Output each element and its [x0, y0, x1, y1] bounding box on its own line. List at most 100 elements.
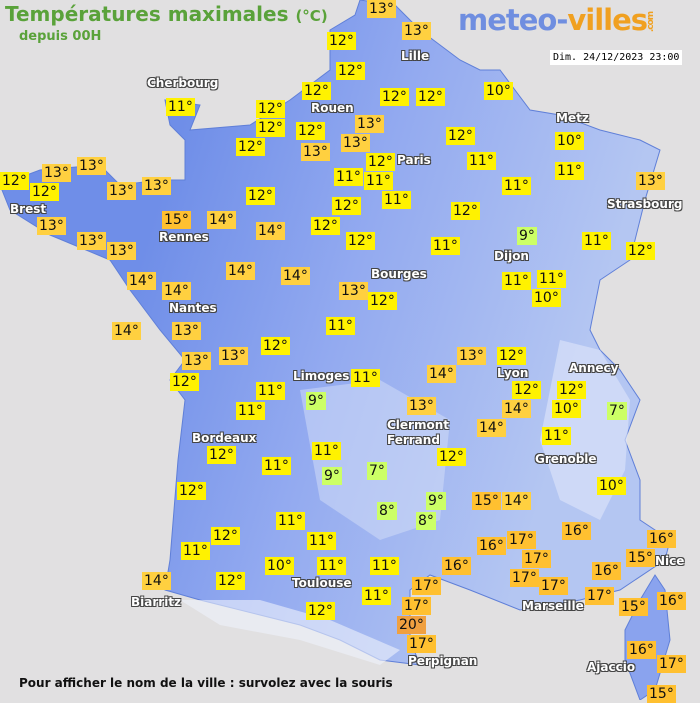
temperature-label[interactable]: 14°	[142, 572, 171, 590]
temperature-label[interactable]: 11°	[362, 587, 391, 605]
temperature-label[interactable]: 12°	[296, 122, 325, 140]
temperature-label[interactable]: 11°	[276, 512, 305, 530]
temperature-label[interactable]: 8°	[416, 512, 436, 530]
temperature-label[interactable]: 10°	[597, 477, 626, 495]
temperature-label[interactable]: 14°	[226, 262, 255, 280]
temperature-label[interactable]: 11°	[502, 272, 531, 290]
temperature-label[interactable]: 12°	[211, 527, 240, 545]
temperature-label[interactable]: 11°	[502, 177, 531, 195]
temperature-label[interactable]: 12°	[236, 138, 265, 156]
temperature-label[interactable]: 11°	[370, 557, 399, 575]
temperature-label[interactable]: 17°	[585, 587, 614, 605]
temperature-label[interactable]: 14°	[127, 272, 156, 290]
temperature-label[interactable]: 13°	[339, 282, 368, 300]
temperature-label[interactable]: 13°	[402, 22, 431, 40]
temperature-label[interactable]: 12°	[497, 347, 526, 365]
temperature-label[interactable]: 13°	[367, 0, 396, 18]
temperature-label[interactable]: 13°	[341, 134, 370, 152]
temperature-label[interactable]: 11°	[431, 237, 460, 255]
temperature-label[interactable]: 15°	[647, 685, 676, 703]
temperature-label[interactable]: 10°	[484, 82, 513, 100]
temperature-label[interactable]: 9°	[306, 392, 326, 410]
temperature-label[interactable]: 12°	[216, 572, 245, 590]
temperature-label[interactable]: 12°	[446, 127, 475, 145]
temperature-label[interactable]: 12°	[302, 82, 331, 100]
temperature-label[interactable]: 13°	[37, 217, 66, 235]
temperature-label[interactable]: 12°	[437, 448, 466, 466]
temperature-label[interactable]: 13°	[42, 164, 71, 182]
temperature-label[interactable]: 15°	[619, 598, 648, 616]
temperature-label[interactable]: 12°	[311, 217, 340, 235]
temperature-label[interactable]: 11°	[467, 152, 496, 170]
temperature-label[interactable]: 11°	[582, 232, 611, 250]
temperature-label[interactable]: 10°	[532, 289, 561, 307]
temperature-label[interactable]: 13°	[77, 232, 106, 250]
temperature-label[interactable]: 9°	[322, 467, 342, 485]
temperature-label[interactable]: 13°	[636, 172, 665, 190]
temperature-label[interactable]: 12°	[261, 337, 290, 355]
temperature-label[interactable]: 11°	[262, 457, 291, 475]
temperature-label[interactable]: 11°	[364, 172, 393, 190]
temperature-label[interactable]: 11°	[537, 270, 566, 288]
temperature-label[interactable]: 15°	[472, 492, 501, 510]
temperature-label[interactable]: 14°	[162, 282, 191, 300]
temperature-label[interactable]: 11°	[382, 191, 411, 209]
temperature-label[interactable]: 11°	[542, 427, 571, 445]
temperature-label[interactable]: 16°	[442, 557, 471, 575]
temperature-label[interactable]: 17°	[402, 597, 431, 615]
temperature-label[interactable]: 16°	[477, 537, 506, 555]
temperature-label[interactable]: 16°	[627, 641, 656, 659]
temperature-label[interactable]: 7°	[607, 402, 627, 420]
temperature-label[interactable]: 10°	[555, 132, 584, 150]
temperature-label[interactable]: 20°	[397, 616, 426, 634]
temperature-label[interactable]: 12°	[256, 119, 285, 137]
temperature-label[interactable]: 14°	[502, 492, 531, 510]
temperature-label[interactable]: 15°	[626, 549, 655, 567]
temperature-label[interactable]: 17°	[412, 577, 441, 595]
temperature-label[interactable]: 11°	[166, 98, 195, 116]
temperature-label[interactable]: 10°	[265, 557, 294, 575]
temperature-label[interactable]: 13°	[355, 115, 384, 133]
temperature-label[interactable]: 13°	[107, 242, 136, 260]
temperature-label[interactable]: 7°	[367, 462, 387, 480]
temperature-label[interactable]: 12°	[327, 32, 356, 50]
temperature-label[interactable]: 14°	[281, 267, 310, 285]
temperature-label[interactable]: 12°	[0, 172, 29, 190]
temperature-label[interactable]: 12°	[177, 482, 206, 500]
temperature-label[interactable]: 17°	[539, 577, 568, 595]
temperature-label[interactable]: 13°	[219, 347, 248, 365]
temperature-label[interactable]: 12°	[346, 232, 375, 250]
temperature-label[interactable]: 11°	[236, 402, 265, 420]
temperature-label[interactable]: 14°	[112, 322, 141, 340]
temperature-label[interactable]: 11°	[351, 369, 380, 387]
temperature-label[interactable]: 12°	[207, 446, 236, 464]
temperature-label[interactable]: 8°	[377, 502, 397, 520]
temperature-label[interactable]: 9°	[517, 227, 537, 245]
temperature-label[interactable]: 13°	[407, 397, 436, 415]
temperature-label[interactable]: 11°	[181, 542, 210, 560]
temperature-label[interactable]: 16°	[562, 522, 591, 540]
temperature-label[interactable]: 11°	[334, 168, 363, 186]
temperature-label[interactable]: 12°	[380, 88, 409, 106]
temperature-label[interactable]: 11°	[312, 442, 341, 460]
temperature-label[interactable]: 12°	[256, 100, 285, 118]
temperature-label[interactable]: 12°	[512, 381, 541, 399]
temperature-label[interactable]: 13°	[457, 347, 486, 365]
temperature-label[interactable]: 12°	[306, 602, 335, 620]
temperature-label[interactable]: 14°	[207, 211, 236, 229]
temperature-label[interactable]: 12°	[451, 202, 480, 220]
temperature-label[interactable]: 16°	[592, 562, 621, 580]
temperature-label[interactable]: 11°	[326, 317, 355, 335]
temperature-label[interactable]: 17°	[657, 655, 686, 673]
temperature-label[interactable]: 12°	[246, 187, 275, 205]
temperature-label[interactable]: 14°	[427, 365, 456, 383]
temperature-label[interactable]: 12°	[170, 373, 199, 391]
temperature-label[interactable]: 12°	[416, 88, 445, 106]
temperature-label[interactable]: 13°	[172, 322, 201, 340]
temperature-label[interactable]: 15°	[162, 211, 191, 229]
temperature-label[interactable]: 9°	[426, 492, 446, 510]
temperature-label[interactable]: 14°	[477, 419, 506, 437]
temperature-label[interactable]: 11°	[317, 557, 346, 575]
temperature-label[interactable]: 11°	[555, 162, 584, 180]
temperature-label[interactable]: 10°	[552, 400, 581, 418]
